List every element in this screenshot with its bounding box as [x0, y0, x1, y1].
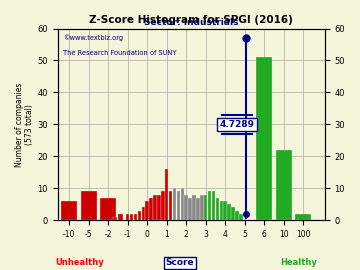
Bar [62, 201, 77, 220]
Text: Score: Score [166, 258, 194, 267]
Bar [126, 214, 130, 220]
Bar [149, 198, 153, 220]
Bar [157, 195, 161, 220]
Bar [220, 201, 223, 220]
Title: Z-Score Histogram for SPGI (2016): Z-Score Histogram for SPGI (2016) [89, 15, 293, 25]
Text: Healthy: Healthy [280, 258, 317, 267]
Bar [134, 214, 137, 220]
Bar [212, 191, 215, 220]
Text: 4.7289: 4.7289 [219, 120, 255, 129]
Bar [216, 198, 219, 220]
Bar [256, 57, 272, 220]
Bar [138, 211, 141, 220]
Bar [118, 214, 123, 220]
Bar [224, 201, 227, 220]
Y-axis label: Number of companies
(573 total): Number of companies (573 total) [15, 82, 35, 167]
Bar [145, 201, 149, 220]
Bar [161, 191, 165, 220]
Bar [153, 195, 157, 220]
Bar [113, 217, 117, 220]
Text: The Research Foundation of SUNY: The Research Foundation of SUNY [63, 50, 176, 56]
Bar [173, 188, 176, 220]
Bar [200, 195, 203, 220]
Text: Unhealthy: Unhealthy [55, 258, 104, 267]
Bar [169, 191, 172, 220]
Bar [192, 195, 196, 220]
Bar [239, 214, 243, 220]
Bar [228, 204, 231, 220]
Bar [184, 195, 188, 220]
Bar [208, 191, 211, 220]
Bar [204, 195, 207, 220]
Text: Sector: Industrials: Sector: Industrials [144, 18, 238, 27]
Bar [188, 198, 192, 220]
Bar [165, 169, 168, 220]
Bar [231, 207, 235, 220]
Bar [141, 207, 145, 220]
Bar [81, 191, 96, 220]
Bar [100, 198, 116, 220]
Bar [296, 214, 311, 220]
Bar [181, 188, 184, 220]
Bar [196, 198, 200, 220]
Bar [235, 211, 239, 220]
Bar [276, 150, 292, 220]
Text: ©www.textbiz.org: ©www.textbiz.org [63, 34, 123, 41]
Bar [130, 214, 133, 220]
Bar [177, 191, 180, 220]
